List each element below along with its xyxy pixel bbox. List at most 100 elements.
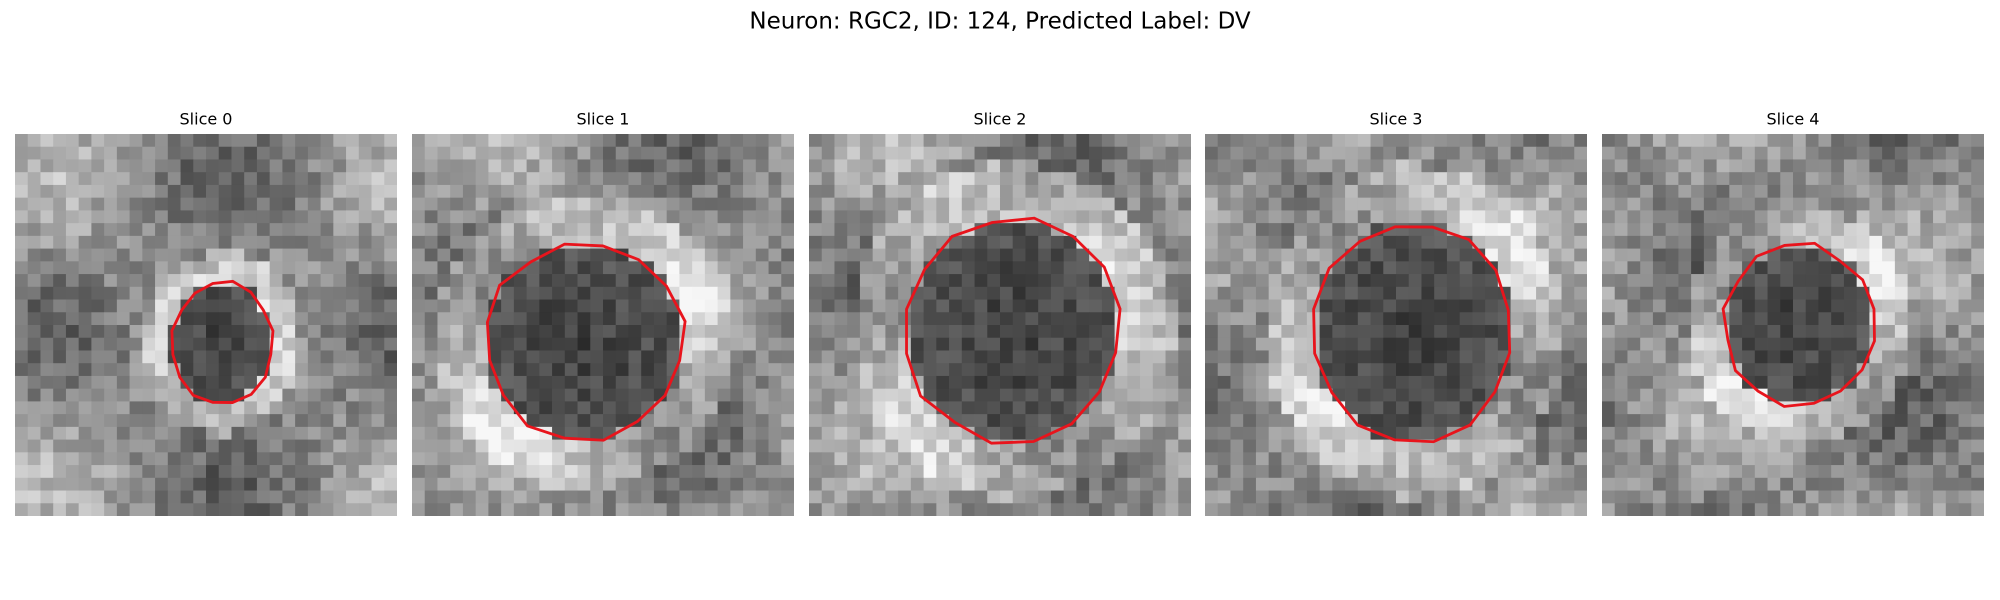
pixel xyxy=(462,490,477,504)
pixel xyxy=(1152,197,1166,211)
pixel xyxy=(936,223,950,237)
pixel xyxy=(1230,261,1244,275)
pixel xyxy=(78,299,92,313)
pixel xyxy=(1000,490,1014,504)
pixel xyxy=(1602,134,1616,148)
pixel xyxy=(717,235,731,249)
pixel xyxy=(717,363,731,377)
pixel xyxy=(1434,337,1448,351)
pixel xyxy=(295,490,309,504)
pixel xyxy=(104,452,118,466)
pixel xyxy=(244,490,258,504)
pixel xyxy=(1843,465,1858,479)
pixel xyxy=(1178,439,1191,453)
pixel xyxy=(809,286,823,300)
pixel xyxy=(475,439,489,453)
pixel xyxy=(1614,248,1628,262)
pixel xyxy=(320,337,334,351)
pixel xyxy=(1345,197,1359,211)
pixel xyxy=(462,452,477,466)
pixel xyxy=(295,146,309,160)
pixel xyxy=(781,235,794,249)
pixel xyxy=(1025,286,1039,300)
pixel xyxy=(462,134,477,148)
pixel xyxy=(923,465,937,479)
pixel xyxy=(1523,465,1537,479)
pixel xyxy=(679,274,693,288)
pixel xyxy=(27,426,41,440)
pixel xyxy=(1140,134,1154,148)
pixel xyxy=(781,426,794,440)
pixel xyxy=(1614,477,1628,491)
pixel xyxy=(1089,363,1103,377)
pixel xyxy=(603,197,617,211)
pixel xyxy=(1907,388,1921,402)
pixel xyxy=(307,274,321,288)
pixel xyxy=(885,363,899,377)
pixel xyxy=(1255,312,1270,326)
pixel xyxy=(1780,490,1794,504)
pixel xyxy=(437,286,451,300)
pixel xyxy=(1754,439,1768,453)
pixel xyxy=(27,184,41,199)
pixel xyxy=(1370,350,1384,364)
pixel xyxy=(346,299,360,313)
pixel xyxy=(1345,184,1359,199)
pixel xyxy=(1614,261,1628,275)
pixel xyxy=(1472,477,1486,491)
pixel xyxy=(475,426,489,440)
pixel xyxy=(53,197,67,211)
pixel xyxy=(1691,388,1705,402)
pixel xyxy=(949,325,963,339)
pixel xyxy=(704,388,718,402)
pixel xyxy=(346,312,360,326)
pixel xyxy=(821,477,835,491)
pixel xyxy=(282,375,296,390)
pixel xyxy=(142,388,156,402)
pixel xyxy=(781,134,794,148)
pixel xyxy=(1140,363,1154,377)
pixel xyxy=(320,223,334,237)
pixel xyxy=(692,274,706,288)
pixel xyxy=(1025,503,1039,516)
pixel xyxy=(564,172,578,186)
pixel xyxy=(859,401,874,415)
pixel xyxy=(384,465,397,479)
pixel xyxy=(974,490,988,504)
pixel xyxy=(679,401,693,415)
pixel xyxy=(1703,223,1717,237)
pixel xyxy=(1742,503,1756,516)
pixel xyxy=(27,375,41,390)
pixel xyxy=(755,350,769,364)
pixel xyxy=(1754,146,1768,160)
pixel xyxy=(462,261,477,275)
pixel xyxy=(1294,210,1308,224)
pixel xyxy=(692,261,706,275)
pixel xyxy=(1574,146,1587,160)
pixel xyxy=(653,350,668,364)
pixel xyxy=(1396,210,1410,224)
pixel xyxy=(231,477,245,491)
pixel xyxy=(1678,223,1692,237)
pixel xyxy=(872,134,886,148)
pixel xyxy=(526,299,540,313)
pixel xyxy=(1217,337,1231,351)
pixel xyxy=(1742,465,1756,479)
pixel xyxy=(282,223,296,237)
pixel xyxy=(1050,388,1065,402)
pixel xyxy=(539,235,553,249)
pixel xyxy=(768,477,782,491)
pixel xyxy=(1089,401,1103,415)
pixel xyxy=(346,503,360,516)
pixel xyxy=(821,452,835,466)
pixel xyxy=(1243,223,1257,237)
pixel xyxy=(1396,274,1410,288)
pixel xyxy=(666,197,680,211)
pixel xyxy=(104,325,118,339)
pixel xyxy=(755,299,769,313)
pixel xyxy=(781,452,794,466)
pixel xyxy=(180,312,194,326)
pixel xyxy=(129,414,143,428)
pixel xyxy=(641,184,655,199)
pixel xyxy=(653,375,668,390)
